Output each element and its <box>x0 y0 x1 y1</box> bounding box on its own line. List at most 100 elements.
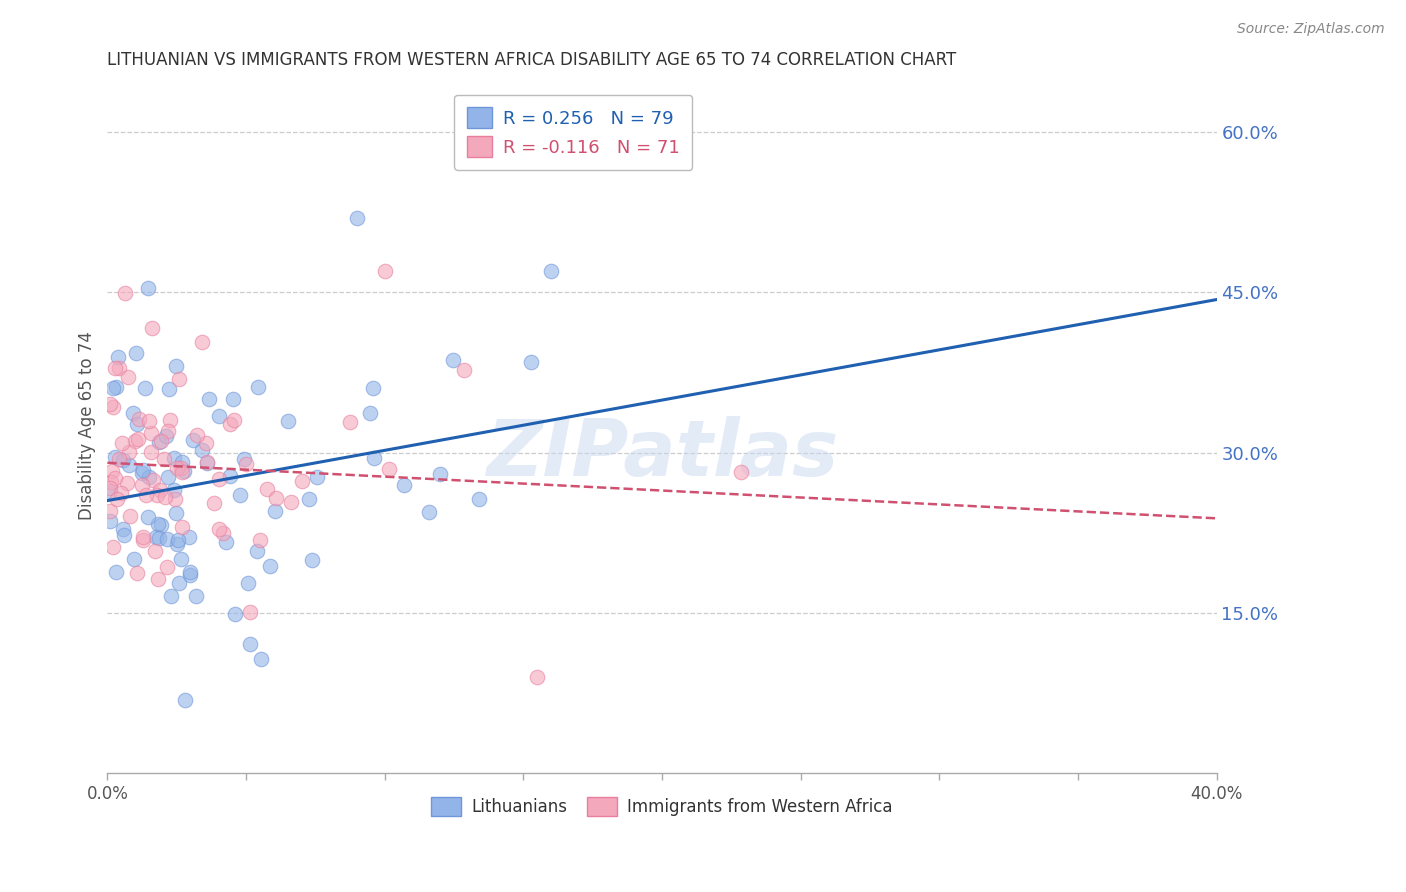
Point <box>127 432 149 446</box>
Point <box>169 460 191 475</box>
Point <box>169 576 191 591</box>
Point <box>157 470 180 484</box>
Point <box>239 605 262 619</box>
Point <box>239 638 262 652</box>
Text: ZIPatlas: ZIPatlas <box>486 416 838 491</box>
Point <box>155 429 177 443</box>
Point <box>149 518 172 533</box>
Point <box>166 537 188 551</box>
Point <box>394 478 416 492</box>
Point <box>132 533 155 547</box>
Point <box>157 424 180 438</box>
Point <box>146 516 169 531</box>
Point <box>135 488 157 502</box>
Point <box>222 412 245 426</box>
Point <box>186 428 208 442</box>
Point <box>526 670 548 684</box>
Legend: Lithuanians, Immigrants from Western Africa: Lithuanians, Immigrants from Western Afr… <box>423 789 901 824</box>
Point <box>112 453 135 467</box>
Point <box>100 396 122 410</box>
Point <box>117 369 139 384</box>
Point <box>167 533 190 547</box>
Point <box>363 451 385 466</box>
Point <box>277 414 299 428</box>
Point <box>184 589 207 603</box>
Point <box>111 522 134 536</box>
Point <box>211 526 233 541</box>
Point <box>131 530 153 544</box>
Point <box>339 415 361 429</box>
Point <box>208 409 231 424</box>
Point <box>298 492 321 507</box>
Point <box>195 455 218 469</box>
Point <box>111 435 134 450</box>
Point <box>122 552 145 566</box>
Point <box>195 436 218 450</box>
Point <box>159 413 181 427</box>
Point <box>141 445 163 459</box>
Point <box>163 483 186 498</box>
Point <box>249 533 271 548</box>
Point <box>179 568 201 582</box>
Point <box>107 351 129 365</box>
Point <box>107 452 129 467</box>
Point <box>145 530 167 544</box>
Point <box>540 264 562 278</box>
Point <box>163 492 186 507</box>
Point <box>172 465 194 479</box>
Point <box>101 540 124 554</box>
Point <box>105 492 128 507</box>
Point <box>118 458 141 472</box>
Point <box>101 464 124 478</box>
Point <box>173 692 195 706</box>
Point <box>141 321 163 335</box>
Point <box>374 264 396 278</box>
Y-axis label: Disability Age 65 to 74: Disability Age 65 to 74 <box>79 332 96 520</box>
Point <box>468 491 491 506</box>
Point <box>172 455 194 469</box>
Point <box>150 434 173 449</box>
Point <box>156 532 179 546</box>
Point <box>160 589 183 603</box>
Point <box>195 456 218 470</box>
Point <box>142 473 165 487</box>
Point <box>305 470 328 484</box>
Point <box>153 451 176 466</box>
Point <box>146 573 169 587</box>
Point <box>181 434 204 448</box>
Point <box>219 469 242 483</box>
Point <box>156 559 179 574</box>
Point <box>219 417 242 432</box>
Point <box>291 474 314 488</box>
Point <box>98 484 121 499</box>
Point <box>124 434 146 449</box>
Point <box>246 543 269 558</box>
Point <box>118 444 141 458</box>
Point <box>98 481 121 495</box>
Point <box>359 406 381 420</box>
Point <box>114 285 136 300</box>
Point <box>105 566 128 580</box>
Point <box>224 607 246 621</box>
Point <box>191 335 214 350</box>
Point <box>280 495 302 509</box>
Point <box>429 467 451 482</box>
Point <box>519 355 541 369</box>
Point <box>233 452 256 467</box>
Point <box>104 450 127 464</box>
Point <box>121 406 143 420</box>
Point <box>132 463 155 477</box>
Point <box>172 520 194 534</box>
Point <box>179 530 201 544</box>
Point <box>235 457 257 471</box>
Point <box>127 417 149 432</box>
Point <box>165 359 187 374</box>
Point <box>101 401 124 415</box>
Point <box>157 382 180 396</box>
Point <box>98 504 121 518</box>
Point <box>264 491 287 506</box>
Point <box>378 462 401 476</box>
Point <box>146 488 169 502</box>
Point <box>222 392 245 407</box>
Point <box>125 345 148 359</box>
